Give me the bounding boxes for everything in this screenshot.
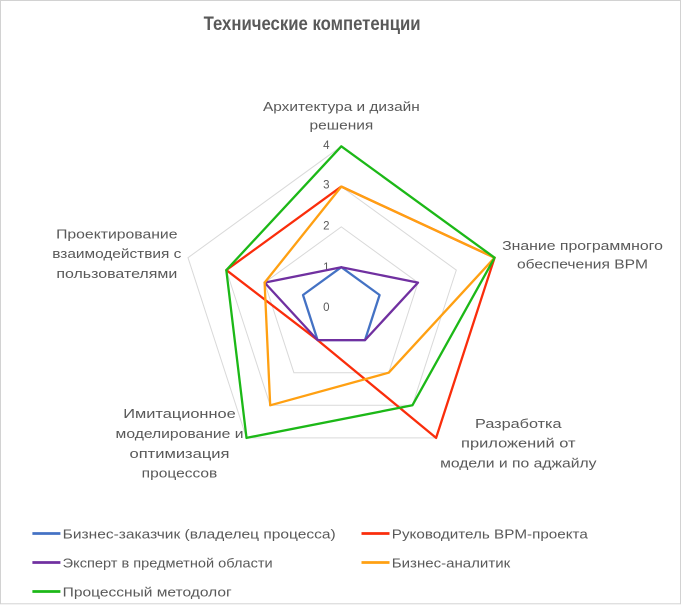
svg-text:взаимодействия с: взаимодействия с <box>52 246 182 261</box>
svg-text:3: 3 <box>323 180 329 192</box>
svg-text:1: 1 <box>323 262 329 274</box>
svg-text:моделирование и: моделирование и <box>116 426 244 441</box>
svg-text:Процессный методолог: Процессный методолог <box>63 584 232 599</box>
svg-text:2: 2 <box>323 221 329 233</box>
svg-text:обеспечения BPM: обеспечения BPM <box>517 256 648 271</box>
svg-text:Бизнес-аналитик: Бизнес-аналитик <box>392 555 511 570</box>
svg-text:Технические компетенции: Технические компетенции <box>204 14 421 35</box>
svg-text:пользователями: пользователями <box>56 266 177 281</box>
svg-text:Проектирование: Проектирование <box>56 227 177 242</box>
svg-text:Руководитель BPM-проекта: Руководитель BPM-проекта <box>392 526 589 541</box>
svg-text:оптимизация: оптимизация <box>130 446 230 461</box>
svg-text:Бизнес-заказчик (владелец проц: Бизнес-заказчик (владелец процесса) <box>63 526 336 541</box>
svg-text:Архитектура и дизайн: Архитектура и дизайн <box>263 99 420 114</box>
svg-text:Разработка: Разработка <box>475 416 562 431</box>
svg-text:решения: решения <box>310 118 374 133</box>
svg-text:процессов: процессов <box>142 466 218 481</box>
svg-text:4: 4 <box>323 140 330 152</box>
svg-text:приложений от: приложений от <box>461 436 576 451</box>
svg-text:0: 0 <box>323 302 329 314</box>
svg-text:Знание программного: Знание программного <box>502 238 663 253</box>
svg-text:Имитационное: Имитационное <box>123 406 235 421</box>
svg-text:модели и по аджайлу: модели и по аджайлу <box>440 456 597 471</box>
svg-text:Эксперт в предметной области: Эксперт в предметной области <box>63 555 273 570</box>
